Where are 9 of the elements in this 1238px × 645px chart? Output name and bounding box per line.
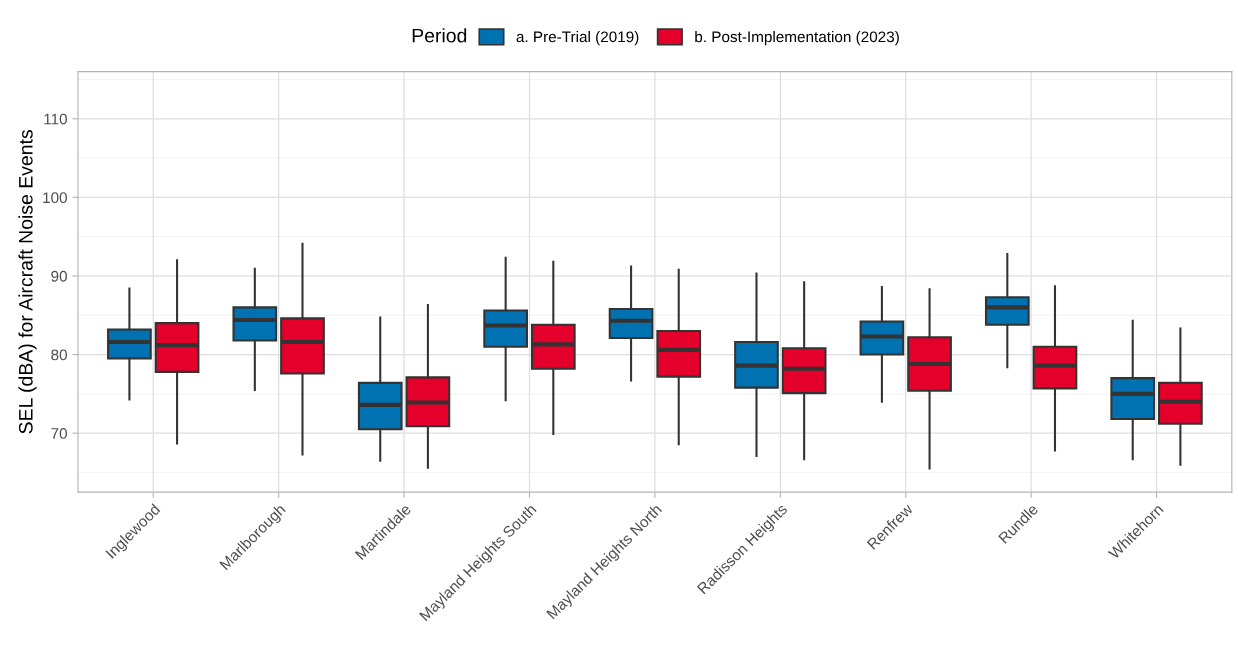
y-tick-label: 70 [51, 428, 67, 439]
y-tick-label: 90 [51, 270, 67, 282]
y-tick-label: 100 [43, 192, 67, 204]
legend-label: b. Post-Implementation (2023) [695, 30, 899, 46]
y-axis-title: SEL (dBA) for Aircraft Noise Events [18, 130, 37, 434]
y-tick-label: 110 [44, 113, 67, 125]
legend-title: Period [412, 28, 467, 43]
y-tick-label: 80 [51, 349, 67, 361]
legend-label: a. Pre-Trial (2019) [516, 30, 639, 46]
